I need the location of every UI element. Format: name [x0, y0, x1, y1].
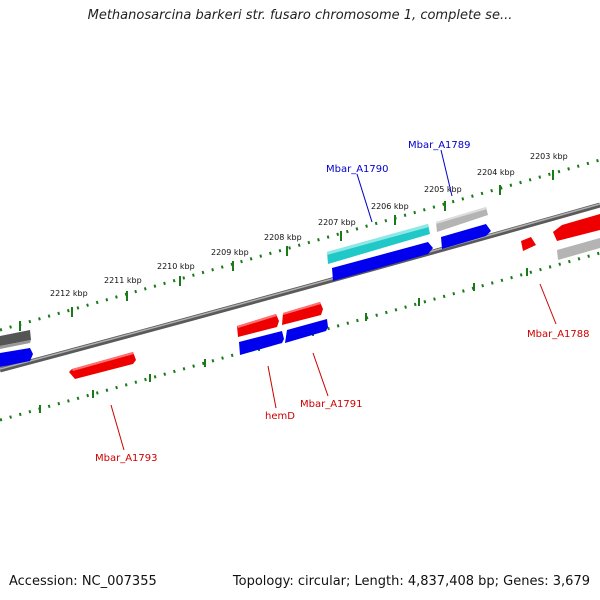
gene-label-mbar-a1788: Mbar_A1788 [527, 329, 590, 340]
features [0, 207, 600, 379]
feature-mbar-a1793 [69, 352, 136, 379]
scale-label-2204: 2204 kbp [477, 168, 515, 177]
feature-red-right [553, 214, 600, 241]
feature-hemd-red [237, 314, 279, 337]
scale-label-2211: 2211 kbp [104, 276, 142, 285]
feature-dark-left [0, 330, 31, 346]
scale-label-2209: 2209 kbp [211, 248, 249, 257]
gene-label-mbar-a1793: Mbar_A1793 [95, 453, 158, 464]
feature-mbar-a1788 [521, 237, 536, 251]
genome-summary-text: Topology: circular; Length: 4,837,408 bp… [232, 574, 590, 589]
feature-mbar-a1789 [441, 224, 491, 249]
scale-label-2206: 2206 kbp [371, 202, 409, 211]
map-title: Methanosarcina barkeri str. fusaro chrom… [87, 8, 513, 23]
feature-mbar-a1790 [327, 224, 430, 264]
feature-mbar-a1790-blue [332, 242, 433, 281]
gene-label-mbar-a1789: Mbar_A1789 [408, 140, 471, 151]
backbone [0, 202, 600, 373]
scale-labels: 2212 kbp 2211 kbp 2210 kbp 2209 kbp 2208… [50, 152, 568, 298]
feature-mbar-a1791-red [282, 302, 323, 325]
feature-blue-left [0, 348, 33, 367]
gene-label-hemd: hemD [265, 411, 295, 422]
scale-label-2207: 2207 kbp [318, 218, 356, 227]
scale-label-2203: 2203 kbp [530, 152, 568, 161]
feature-mbar-a1789-gray [436, 207, 488, 232]
feature-mbar-a1791 [285, 319, 328, 343]
outer-scale-line [0, 158, 600, 332]
feature-hemd [239, 331, 284, 355]
scale-label-2210: 2210 kbp [157, 262, 195, 271]
leader-lines [110, 149, 557, 451]
feature-gray-right [557, 238, 600, 260]
scale-label-2212: 2212 kbp [50, 289, 88, 298]
gene-labels: Mbar_A1789 Mbar_A1790 Mbar_A1788 Mbar_A1… [95, 140, 590, 464]
accession-text: Accession: NC_007355 [9, 574, 157, 589]
gene-label-mbar-a1791: Mbar_A1791 [300, 399, 363, 410]
scale-label-2205: 2205 kbp [424, 185, 462, 194]
major-ticks [19, 170, 554, 331]
gene-label-mbar-a1790: Mbar_A1790 [326, 164, 389, 175]
scale-label-2208: 2208 kbp [264, 233, 302, 242]
